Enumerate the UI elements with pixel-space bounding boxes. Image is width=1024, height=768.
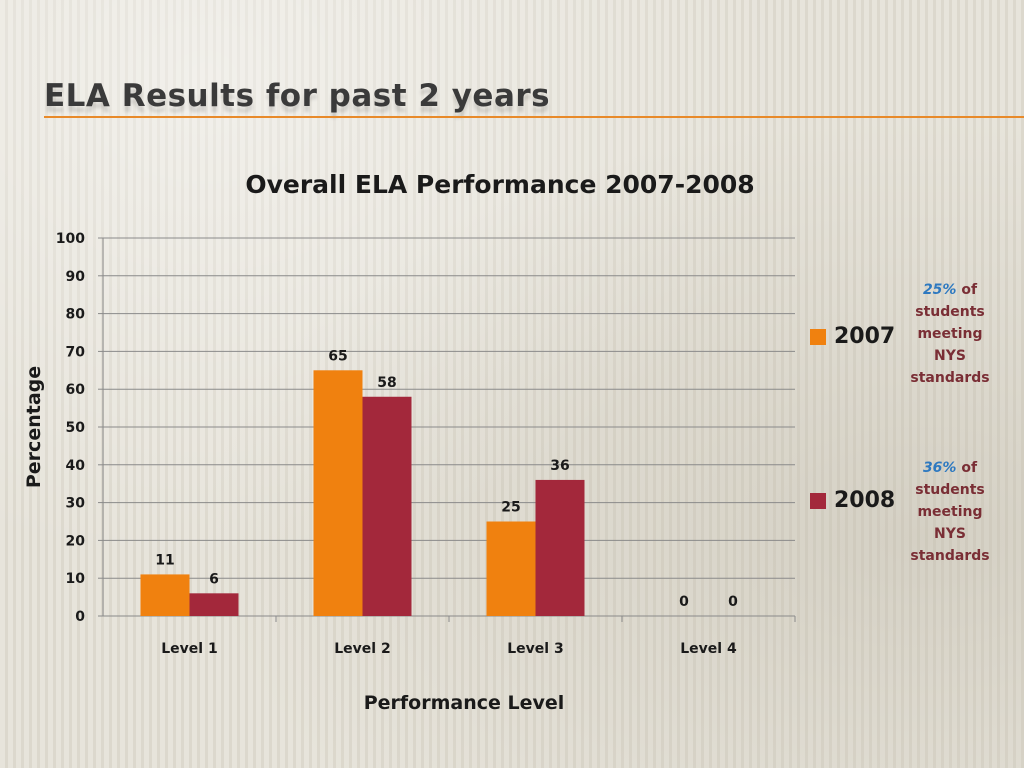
x-tick-label-level-1: Level 1: [161, 641, 217, 657]
legend-label-2007: 2007: [834, 324, 896, 349]
data-label-level-2-2007: 65: [328, 348, 347, 364]
bar-level-3-2008: [535, 479, 585, 616]
note-2007-line-3: meeting: [917, 326, 983, 342]
legend-item-2008: 2008: [810, 488, 895, 513]
x-tick-label-level-2: Level 2: [334, 641, 390, 657]
y-tick-label-100: 100: [56, 231, 85, 247]
legend-label-2008: 2008: [834, 488, 896, 513]
legend-swatch-2008: [810, 492, 826, 509]
data-label-level-4-2008: 0: [728, 594, 738, 610]
y-tick-label-90: 90: [66, 269, 86, 285]
chart-title: Overall ELA Performance 2007-2008: [245, 170, 755, 199]
y-tick-label-20: 20: [66, 533, 86, 549]
data-label-level-3-2008: 36: [550, 458, 569, 474]
note-2007-percent: 25%: [922, 282, 957, 298]
y-axis-title: Percentage: [23, 366, 45, 488]
y-tick-label-0: 0: [75, 609, 85, 625]
title-underline: [44, 116, 1024, 118]
slide-title: ELA Results for past 2 years: [44, 78, 551, 114]
bar-level-1-2007: [140, 574, 190, 616]
note-2007-line-1: of: [961, 282, 978, 298]
note-2008-line-1: of: [961, 460, 978, 476]
data-label-level-2-2008: 58: [377, 375, 396, 391]
note-2008-line-3: meeting: [917, 504, 983, 520]
note-2008: 36% of students meeting NYS standards: [900, 457, 1000, 567]
y-tick-label-10: 10: [66, 571, 86, 587]
note-2007-line-5: standards: [910, 370, 990, 386]
note-2008-percent: 36%: [922, 460, 957, 476]
legend-item-2007: 2007: [810, 324, 895, 349]
y-tick-label-50: 50: [66, 420, 86, 436]
y-tick-label-30: 30: [66, 496, 86, 512]
note-2007: 25% of students meeting NYS standards: [900, 279, 1000, 389]
bar-level-1-2008: [189, 593, 239, 616]
note-2008-line-2: students: [915, 482, 985, 498]
y-tick-label-70: 70: [66, 344, 86, 360]
data-label-level-4-2007: 0: [679, 594, 689, 610]
legend-swatch-2007: [810, 328, 826, 345]
note-2007-line-2: students: [915, 304, 985, 320]
note-2008-line-4: NYS: [934, 526, 966, 542]
y-tick-label-60: 60: [66, 382, 86, 398]
x-axis-title: Performance Level: [364, 692, 565, 714]
data-label-level-3-2007: 25: [501, 500, 520, 516]
note-2008-line-5: standards: [910, 548, 990, 564]
y-tick-label-80: 80: [66, 307, 86, 323]
x-tick-label-level-4: Level 4: [680, 641, 737, 657]
y-tick-label-40: 40: [66, 458, 86, 474]
data-label-level-1-2008: 6: [209, 571, 219, 587]
bar-level-3-2007: [486, 521, 536, 616]
x-tick-label-level-3: Level 3: [507, 641, 563, 657]
note-2007-line-4: NYS: [934, 348, 966, 364]
data-label-level-1-2007: 11: [155, 552, 174, 568]
bar-level-2-2007: [313, 370, 363, 616]
bar-level-2-2008: [362, 396, 412, 616]
